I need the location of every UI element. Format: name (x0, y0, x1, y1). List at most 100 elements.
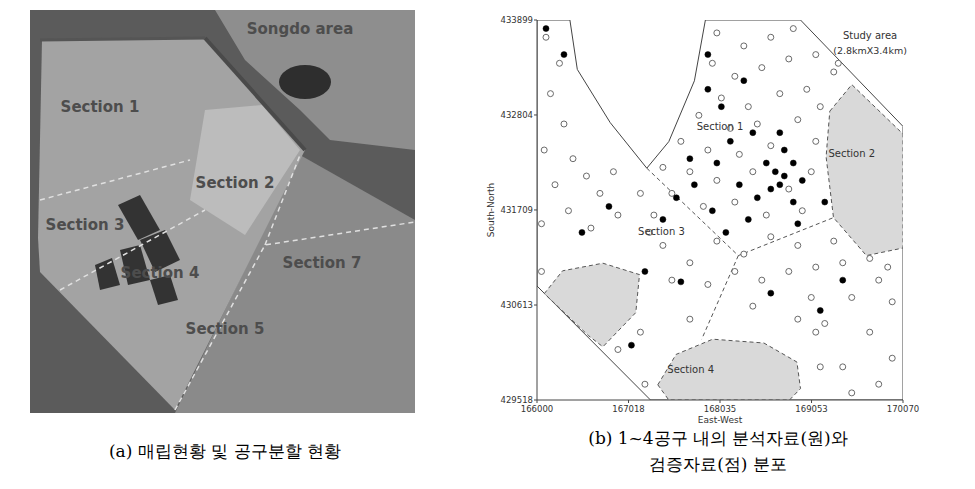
analysis-point (541, 147, 547, 153)
analysis-point (660, 242, 666, 248)
analysis-point (732, 199, 738, 205)
analysis-point (615, 347, 621, 353)
section-boundary (40, 160, 190, 200)
annotation: Section 4 (667, 364, 714, 375)
verification-point (561, 52, 567, 58)
levee (40, 38, 205, 40)
verification-point (606, 203, 612, 209)
tick (811, 400, 812, 403)
verification-point (840, 277, 846, 283)
analysis-point (565, 208, 571, 214)
section-label: Section 7 (283, 254, 362, 272)
verification-point (705, 86, 711, 92)
annotation: (2.8kmX3.4km) (833, 45, 907, 56)
marks (538, 26, 895, 396)
study-area-boundary (537, 20, 903, 400)
analysis-point (570, 156, 576, 162)
analysis-point (817, 104, 823, 110)
tick-label: 166000 (521, 404, 553, 414)
analysis-point (808, 169, 814, 175)
verification-point (763, 160, 769, 166)
caption: (b) 1~4공구 내의 분석자료(원)와 (588, 428, 848, 448)
section-label: Section 2 (196, 174, 275, 192)
map-layer (537, 20, 903, 400)
tick-label: 169053 (795, 404, 827, 414)
analysis-point (538, 268, 544, 274)
section-boundary (265, 155, 300, 245)
analysis-point (745, 104, 751, 110)
reclaimed-land (38, 38, 305, 410)
analysis-point (813, 329, 819, 335)
axis-title: South-North (486, 183, 496, 238)
verification-point (691, 182, 697, 188)
verification-point (745, 216, 751, 222)
analysis-point (867, 255, 873, 261)
verification-point (714, 160, 720, 166)
photo (30, 10, 415, 413)
annotation: Section 3 (638, 226, 685, 237)
analysis-point (790, 26, 796, 32)
excluded-area (658, 339, 801, 400)
analysis-point (637, 329, 643, 335)
verification-point (687, 156, 693, 162)
analysis-point (732, 73, 738, 79)
analysis-point (799, 208, 805, 214)
verification-point (723, 229, 729, 235)
analysis-point (687, 169, 693, 175)
analysis-point (786, 268, 792, 274)
verification-point (741, 78, 747, 84)
verification-point (754, 195, 760, 201)
verification-point (795, 221, 801, 227)
analysis-point (750, 169, 756, 175)
analysis-point (822, 320, 828, 326)
analysis-point (813, 138, 819, 144)
analysis-point (700, 203, 706, 209)
photo-background (30, 10, 415, 413)
tick (903, 400, 904, 403)
excluded-area (544, 263, 639, 347)
excluded-area (826, 85, 903, 256)
verification-point (772, 169, 778, 175)
analysis-point (610, 169, 616, 175)
analysis-point (795, 242, 801, 248)
section-boundary (647, 168, 834, 255)
analysis-point (759, 277, 765, 283)
analysis-point (660, 164, 666, 170)
verification-point (781, 147, 787, 153)
annotation: Study area (843, 30, 897, 41)
tick-label: 430613 (501, 300, 533, 310)
verification-point (579, 229, 585, 235)
analysis-point (840, 364, 846, 370)
analysis-point (831, 69, 837, 75)
analysis-point (588, 225, 594, 231)
analysis-point (876, 381, 882, 387)
analysis-point (642, 381, 648, 387)
tick (534, 305, 537, 306)
verification-point (768, 290, 774, 296)
analysis-point (759, 65, 765, 71)
panel-b: 4295184306134317094328044338991660001670… (486, 15, 919, 474)
analysis-point (732, 268, 738, 274)
analysis-point (696, 112, 702, 118)
analysis-point (714, 30, 720, 36)
tick (534, 209, 537, 210)
tick-label: 168035 (704, 404, 736, 414)
verification-point (777, 182, 783, 188)
analysis-point (849, 390, 855, 396)
tick (534, 114, 537, 115)
verification-point (790, 199, 796, 205)
verification-point (727, 138, 733, 144)
analysis-point (543, 34, 549, 40)
section-label: Songdo area (247, 20, 354, 38)
analysis-point (669, 277, 675, 283)
canal (205, 38, 305, 150)
tick-label: 432804 (501, 110, 533, 120)
verification-point (822, 199, 828, 205)
analysis-point (741, 251, 747, 257)
verification-point (543, 26, 549, 32)
panel-a: Songdo areaSection 1Section 2Section 3Se… (30, 10, 415, 461)
analysis-point (885, 264, 891, 270)
verification-point (718, 104, 724, 110)
analysis-point (804, 86, 810, 92)
verification-point (777, 130, 783, 136)
